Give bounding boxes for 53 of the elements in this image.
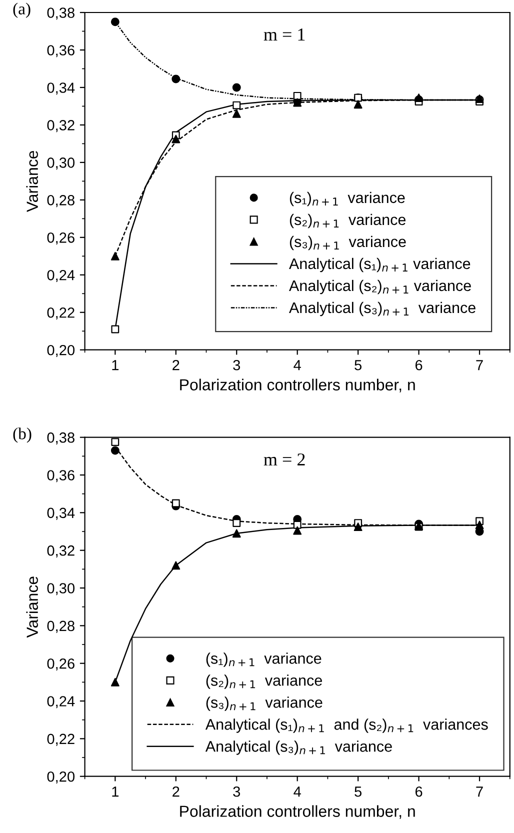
y-tick-label: 0,32: [47, 545, 74, 558]
y-tick-label: 0,26: [47, 658, 74, 670]
x-tick-label: 7: [476, 786, 483, 797]
x-tick-label: 2: [172, 786, 180, 797]
legend-label: (s₁)$_{n+1}$ variance: [290, 192, 405, 206]
x-axis-title: Polarization controllers number, n: [180, 378, 415, 392]
x-tick-label: 1: [112, 360, 119, 370]
x-tick-label: 5: [354, 360, 362, 370]
legend-label: (s₃)$_{n+1}$ variance: [290, 236, 406, 250]
y-tick-label: 0,28: [47, 195, 74, 208]
chart-title: (b): [13, 428, 32, 443]
x-tick-label: 4: [294, 786, 301, 797]
y-tick-label: 0,38: [47, 432, 74, 444]
y-tick-label: 0,30: [47, 158, 75, 170]
y-tick-label: 0,20: [47, 344, 75, 358]
x-tick-label: 1: [112, 786, 119, 797]
legend-label: (s₃)$_{n+1}$ variance: [206, 696, 322, 711]
y-tick-label: 0,34: [47, 508, 75, 520]
legend-label: Analytical (s₃)$_{n+1}$ variance: [289, 302, 476, 316]
x-tick-label: 3: [233, 786, 240, 797]
y-tick-label: 0,22: [47, 734, 74, 746]
y-tick-label: 0,30: [47, 583, 75, 596]
legend-label: Analytical (s₂)$_{n+1}$ variance: [289, 280, 471, 294]
y-tick-label: 0,28: [47, 620, 74, 633]
legend-label: (s₂)$_{n+1}$ variance: [206, 674, 322, 689]
x-tick-label: 4: [294, 360, 301, 370]
y-tick-label: 0,24: [47, 270, 75, 282]
y-tick-label: 0,34: [47, 82, 75, 95]
chart-title: (a): [13, 2, 30, 18]
y-axis-title: Variance: [26, 576, 38, 638]
annotation: m = 1: [264, 28, 305, 40]
legend-label: Analytical (s₁)$_{n+1}$ and (s₂)$_{n+1}$ variances: [205, 718, 488, 733]
y-tick-label: 0,20: [47, 771, 75, 784]
y-tick-label: 0,36: [47, 45, 74, 58]
y-tick-label: 0,32: [47, 120, 74, 132]
legend-label: Analytical (s₁)$_{n+1}$ variance: [289, 258, 470, 272]
y-tick-label: 0,36: [47, 470, 74, 482]
x-axis-title: Polarization controllers number, n: [180, 805, 415, 819]
x-tick-label: 3: [233, 360, 240, 370]
y-tick-label: 0,24: [47, 696, 75, 708]
y-tick-label: 0,38: [47, 8, 74, 20]
annotation: m = 2: [264, 453, 305, 466]
legend-label: (s₂)$_{n+1}$ variance: [290, 214, 406, 228]
x-tick-label: 7: [476, 360, 483, 370]
x-tick-label: 6: [415, 786, 422, 797]
y-tick-label: 0,22: [47, 307, 74, 320]
legend-label: (s₁)$_{n+1}$ variance: [206, 652, 322, 667]
x-tick-label: 2: [172, 360, 180, 370]
y-tick-label: 0,26: [47, 232, 74, 245]
x-tick-label: 5: [354, 786, 362, 797]
legend-label: Analytical (s₃)$_{n+1}$ variance: [205, 740, 392, 755]
x-tick-label: 6: [415, 360, 422, 370]
y-axis-title: Variance: [26, 150, 38, 212]
